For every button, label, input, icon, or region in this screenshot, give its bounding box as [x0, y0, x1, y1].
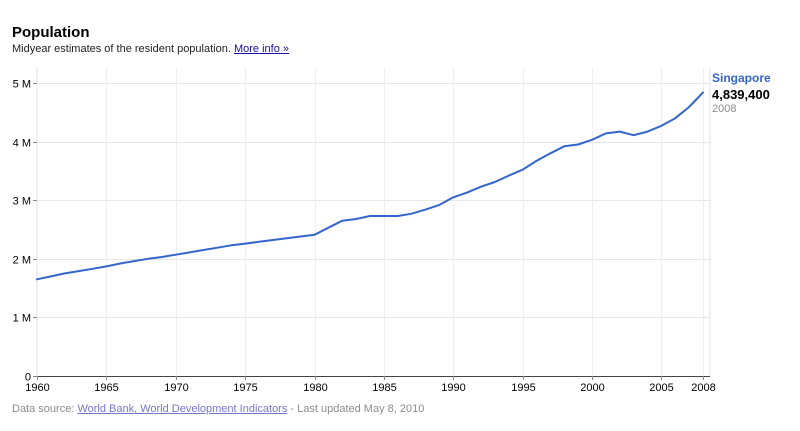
x-tick-label: 1975: [233, 382, 257, 394]
source-prefix: Data source:: [12, 403, 75, 415]
x-tick-label: 1985: [372, 382, 396, 394]
x-tick-label: 2000: [580, 382, 604, 394]
last-updated: - Last updated May 8, 2010: [290, 403, 425, 415]
x-tick-label: 2008: [691, 382, 715, 394]
more-info-link[interactable]: More info »: [233, 43, 289, 55]
subtitle-text: Midyear estimates of the resident popula…: [12, 43, 231, 55]
x-tick-label: 2005: [649, 382, 673, 394]
chart-title: Population: [12, 24, 90, 41]
y-tick-label: 1 M: [13, 313, 31, 325]
x-tick-label: 1980: [303, 382, 327, 394]
chart-subtitle: Midyear estimates of the resident popula…: [12, 43, 289, 55]
x-tick-label: 1990: [441, 382, 465, 394]
x-tick-label: 1970: [164, 382, 188, 394]
legend-latest-year: 2008: [712, 103, 737, 115]
legend-series-name[interactable]: Singapore: [712, 71, 771, 85]
legend-latest-value: 4,839,400: [712, 87, 770, 102]
y-tick-label: 3 M: [13, 196, 31, 208]
y-tick-label: 5 M: [13, 79, 31, 91]
legend: Singapore 4,839,400 2008: [712, 71, 798, 115]
x-tick-label: 1960: [25, 382, 49, 394]
source-link[interactable]: World Bank, World Development Indicators: [77, 403, 288, 415]
x-tick-label: 1995: [511, 382, 535, 394]
y-tick-label: 0: [25, 372, 31, 384]
y-tick-label: 2 M: [13, 255, 31, 267]
y-tick-label: 4 M: [13, 138, 31, 150]
data-source: Data source: World Bank, World Developme…: [12, 403, 424, 415]
series-line-singapore: [36, 91, 704, 281]
x-tick-label: 1965: [94, 382, 118, 394]
